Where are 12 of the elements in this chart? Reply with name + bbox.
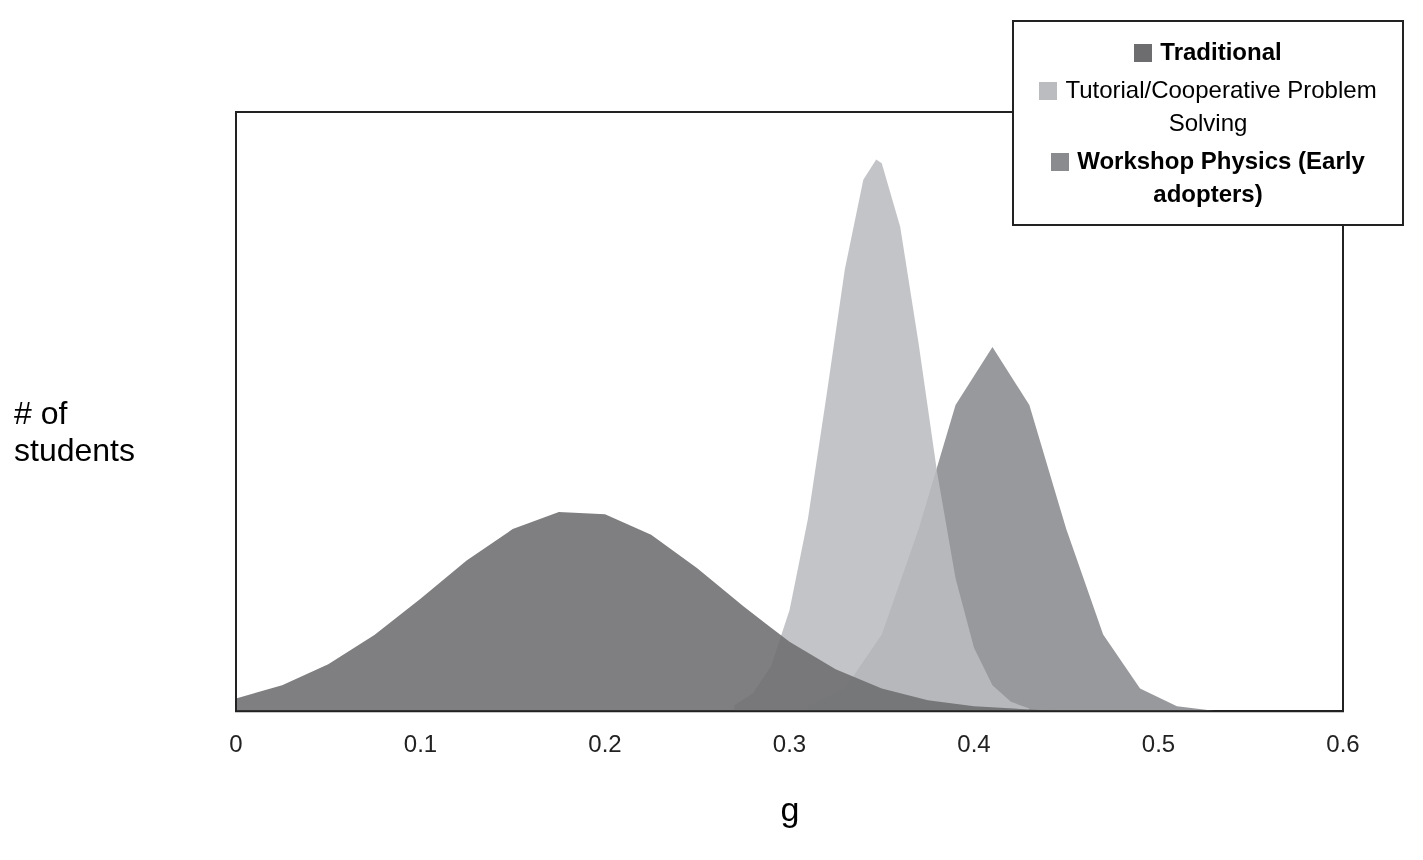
y-axis-title: # of students: [14, 395, 135, 469]
x-tick-label: 0.4: [957, 730, 991, 758]
x-tick-label: 0: [229, 730, 243, 758]
x-axis-title: g: [779, 790, 801, 829]
x-tick-label: 0.6: [1326, 730, 1360, 758]
x-tick-label: 0.1: [403, 730, 438, 758]
x-tick-label: 0.5: [1141, 730, 1176, 758]
x-tick-label: 0.2: [588, 730, 622, 758]
x-tick-label: 0.3: [772, 730, 807, 758]
legend-label: Traditional: [1159, 37, 1283, 67]
legend-label: Tutorial/Cooperative Problem Solving: [1064, 75, 1378, 138]
legend-label: Workshop Physics (Early adopters): [1076, 146, 1366, 209]
